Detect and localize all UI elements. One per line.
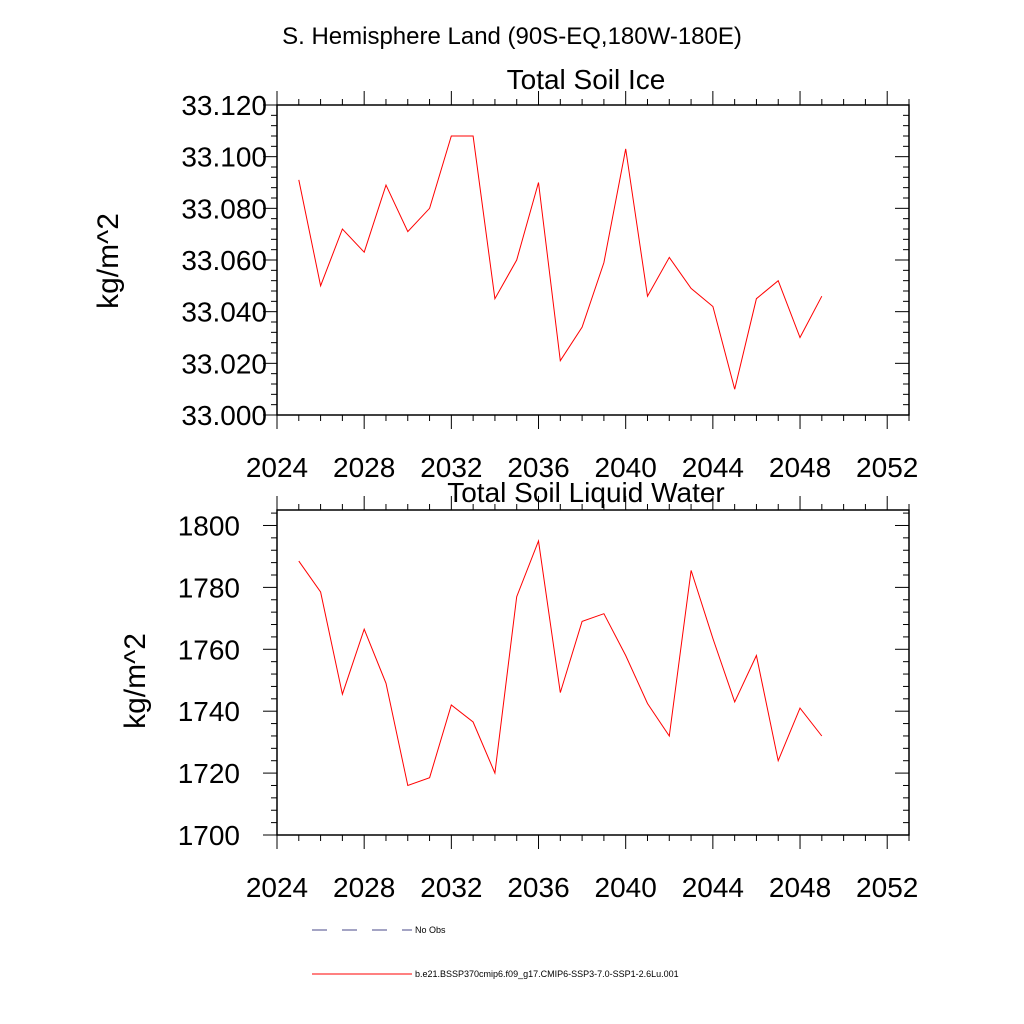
x-tick-label: 2048 xyxy=(769,872,831,903)
y-tick-label: 33.120 xyxy=(181,90,267,121)
legend-item-no-obs: No Obs xyxy=(312,925,446,935)
chart-title: Total Soil Ice xyxy=(507,64,666,95)
x-tick-label: 2052 xyxy=(856,872,918,903)
y-tick-label: 1720 xyxy=(178,758,240,789)
y-tick-label: 33.040 xyxy=(181,297,267,328)
x-tick-label: 2044 xyxy=(682,872,744,903)
y-axis-label: kg/m^2 xyxy=(119,633,152,729)
page-title: S. Hemisphere Land (90S-EQ,180W-180E) xyxy=(282,23,742,50)
y-tick-label: 1800 xyxy=(178,510,240,541)
x-tick-label: 2048 xyxy=(769,452,831,483)
y-tick-label: 1780 xyxy=(178,572,240,603)
x-tick-label: 2044 xyxy=(682,452,744,483)
y-tick-label: 33.000 xyxy=(181,400,267,431)
y-tick-label: 33.080 xyxy=(181,193,267,224)
y-tick-label: 1740 xyxy=(178,696,240,727)
panel-total-soil-ice: Total Soil Ice kg/m^2 2024 2028 2032 2036 20… xyxy=(92,64,918,483)
legend: No Obs b.e21.BSSP370cmip6.f09_g17.CMIP6-… xyxy=(312,925,679,979)
y-tick-label: 33.020 xyxy=(181,348,267,379)
y-axis-label: kg/m^2 xyxy=(92,213,125,309)
x-tick-label: 2032 xyxy=(420,872,482,903)
series-line xyxy=(298,135,823,390)
chart-title: Total Soil Liquid Water xyxy=(447,477,725,508)
legend-item-model-run: b.e21.BSSP370cmip6.f09_g17.CMIP6-SSP3-7.… xyxy=(312,969,679,979)
x-tick-label: 2024 xyxy=(246,872,308,903)
series-line xyxy=(298,539,823,787)
x-tick-label: 2028 xyxy=(333,872,395,903)
x-tick-label: 2040 xyxy=(595,452,657,483)
x-tick-label: 2032 xyxy=(420,452,482,483)
y-tick-label: 1700 xyxy=(178,820,240,851)
y-tick-label: 33.100 xyxy=(181,142,267,173)
x-tick-label: 2028 xyxy=(333,452,395,483)
y-tick-label: 33.060 xyxy=(181,245,267,276)
x-tick-label: 2036 xyxy=(507,452,569,483)
plot-frame xyxy=(276,509,910,836)
legend-label: No Obs xyxy=(415,925,446,935)
x-tick-label: 2036 xyxy=(507,872,569,903)
plot-frame xyxy=(276,104,910,416)
y-tick-label: 1760 xyxy=(178,634,240,665)
x-tick-label: 2052 xyxy=(856,452,918,483)
panel-total-soil-liquid-water: Total Soil Liquid Water kg/m^2 2024 2028 2… xyxy=(119,477,918,903)
legend-label: b.e21.BSSP370cmip6.f09_g17.CMIP6-SSP3-7.… xyxy=(415,969,679,979)
x-tick-label: 2040 xyxy=(595,872,657,903)
x-tick-label: 2024 xyxy=(246,452,308,483)
